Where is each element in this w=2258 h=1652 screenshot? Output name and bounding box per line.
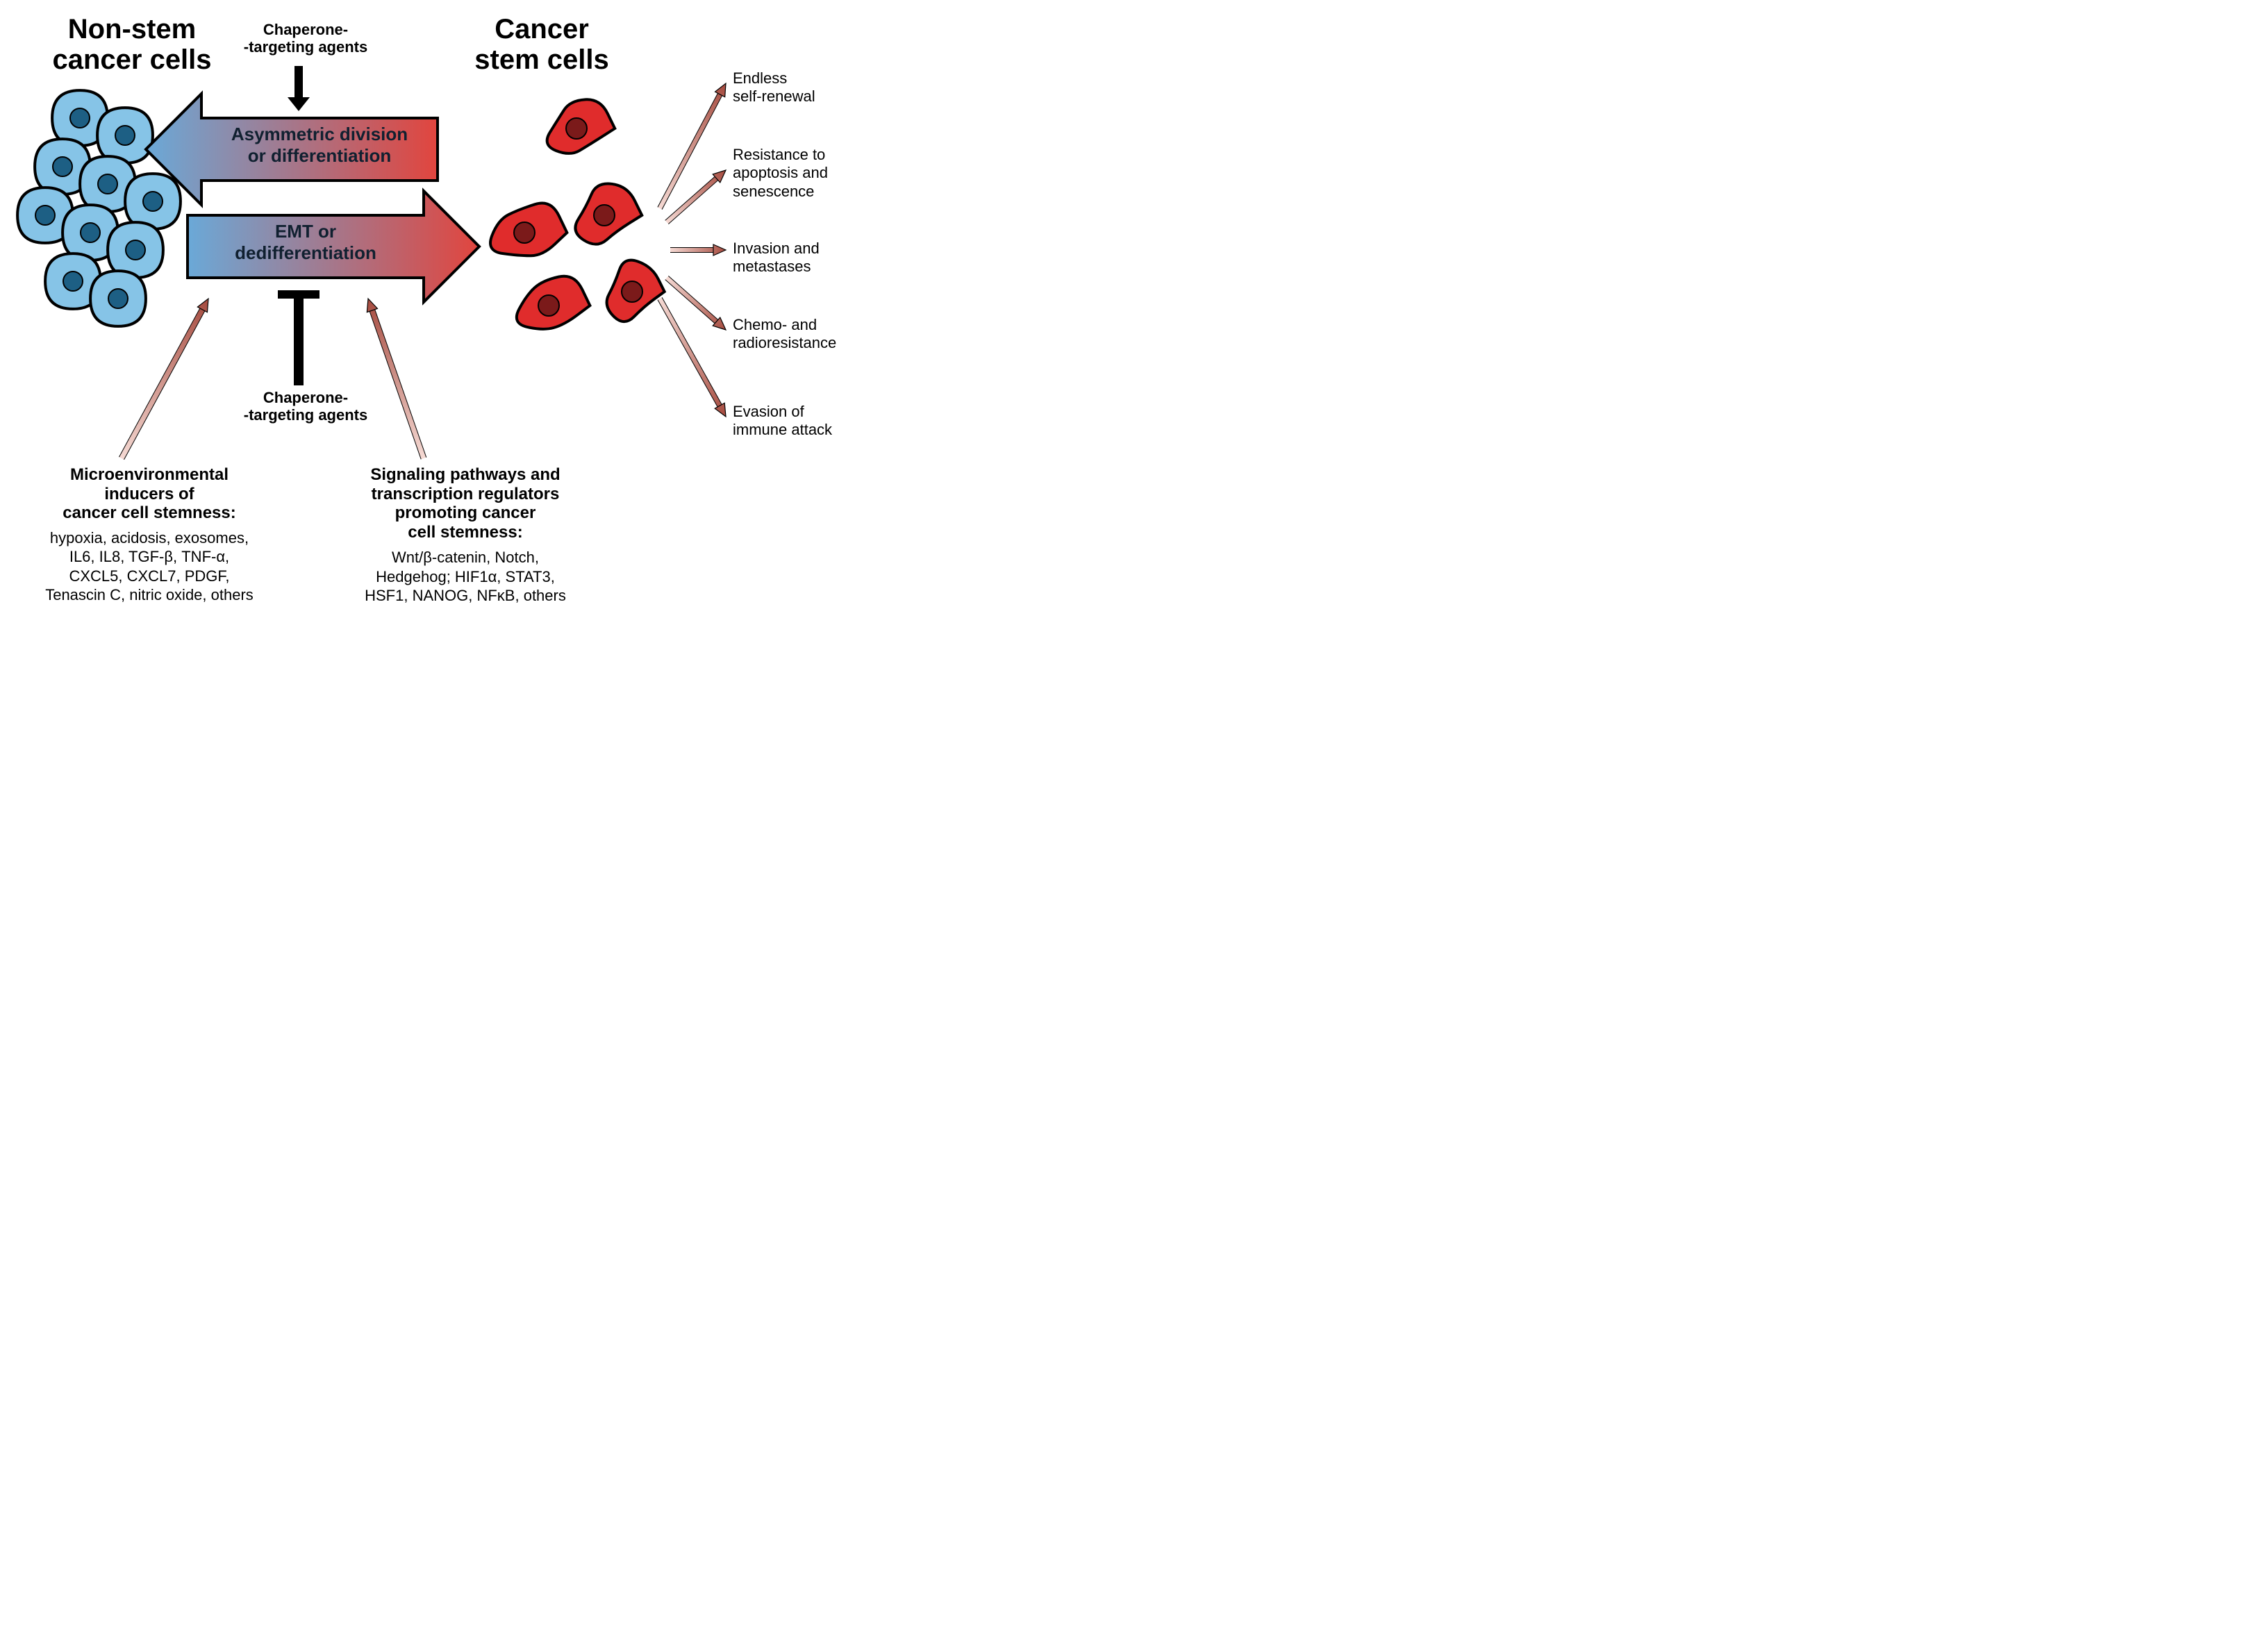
block-body-left: hypoxia, acidosis, exosomes,IL6, IL8, TG…: [35, 528, 264, 605]
inducer-arrow-left-hit: [122, 310, 202, 458]
nonstem-nucleus: [143, 192, 163, 211]
inducer-arrow-left-edge2: [119, 308, 199, 457]
promote-arrow-head: [288, 97, 310, 111]
inducer-arrow-right-edge2: [370, 311, 421, 459]
stem-nucleus: [538, 295, 559, 316]
stem-nucleus: [566, 118, 587, 139]
property-arrow-4-edge2: [662, 297, 722, 404]
stem-nucleus: [594, 205, 615, 226]
property-text-1: Resistance toapoptosis andsenescence: [733, 146, 886, 201]
nonstem-nucleus: [108, 289, 128, 308]
nonstem-nucleus: [115, 126, 135, 145]
inhibit-bar: [278, 290, 319, 299]
stem-nucleus: [514, 222, 535, 243]
property-text-4: Evasion ofimmune attack: [733, 403, 886, 440]
block-heading-left: Microenvironmentalinducers ofcancer cell…: [35, 465, 264, 523]
inducer-arrow-right-hit: [372, 310, 424, 458]
top: Asymmetric divisionor differentiation: [181, 124, 458, 167]
property-text-2: Invasion andmetastases: [733, 240, 886, 276]
block-heading-right: Signaling pathways andtranscription regu…: [347, 465, 583, 542]
property-arrow-3-hit: [667, 278, 717, 322]
inducer-arrow-left-edge1: [124, 311, 205, 460]
property-arrow-0-edge2: [658, 93, 718, 207]
stem-nucleus: [622, 281, 642, 302]
property-arrow-1-edge1: [668, 181, 718, 224]
property-arrow-2-head: [713, 244, 726, 256]
inducer-arrow-right-edge1: [375, 310, 426, 458]
nonstem-nucleus: [81, 223, 100, 242]
title-nonstem: Non-stemcancer cells: [28, 14, 236, 75]
nonstem-nucleus: [53, 157, 72, 176]
chaperone-label-bottom: Chaperone--targeting agents: [233, 389, 379, 424]
title-stem: Cancerstem cells: [438, 14, 646, 75]
property-text-3: Chemo- andradioresistance: [733, 316, 886, 353]
chaperone-label-top: Chaperone--targeting agents: [233, 21, 379, 56]
property-arrow-3-edge2: [668, 276, 718, 319]
property-arrow-0-edge1: [662, 96, 722, 210]
block-body-right: Wnt/β-catenin, Notch,Hedgehog; HIF1α, ST…: [347, 548, 583, 606]
property-text-0: Endlessself-renewal: [733, 69, 886, 106]
nonstem-nucleus: [35, 206, 55, 225]
inducer-arrow-right-head: [367, 299, 377, 312]
nonstem-nucleus: [70, 108, 90, 128]
nonstem-nucleus: [98, 174, 117, 194]
nonstem-nucleus: [126, 240, 145, 260]
diagram-stage: Asymmetric divisionor differentiation EMT…: [0, 0, 903, 661]
property-arrow-0-hit: [660, 94, 720, 208]
nonstem-nucleus: [63, 272, 83, 291]
bottom: EMT ordedifferentiation: [167, 221, 445, 264]
